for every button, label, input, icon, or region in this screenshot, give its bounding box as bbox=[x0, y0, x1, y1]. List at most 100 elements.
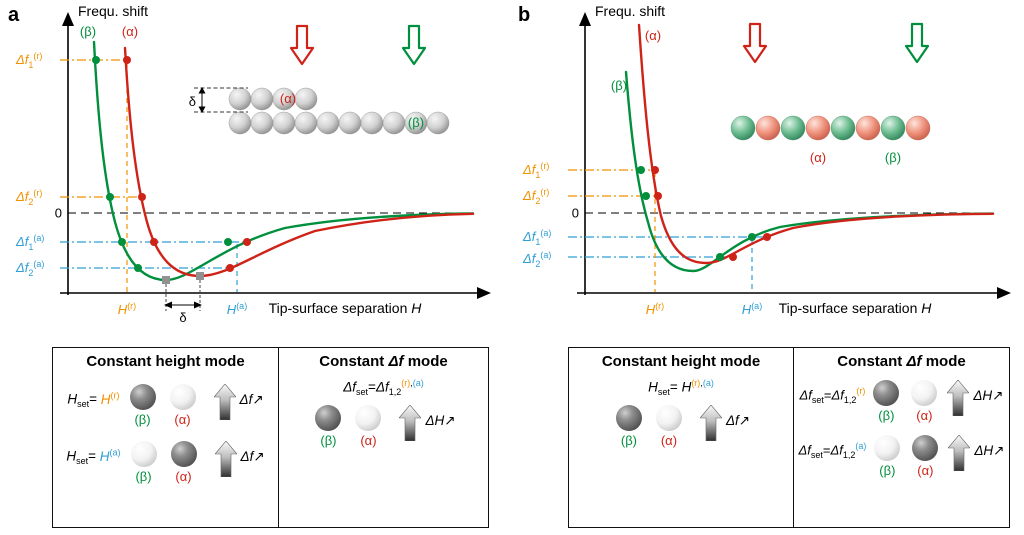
curve-alpha-label: (α) bbox=[645, 28, 661, 43]
zero-label: 0 bbox=[55, 206, 62, 221]
y-axis-label: Frequ. shift bbox=[78, 3, 148, 19]
inset-alpha-label: (α) bbox=[810, 150, 826, 165]
sphere-tag-alpha: (α) bbox=[360, 433, 377, 449]
tip-sphere-alpha: (α) bbox=[167, 441, 201, 484]
atom-chain-top-row bbox=[228, 87, 318, 111]
sphere-dark bbox=[129, 384, 156, 410]
tip-sphere-alpha: (α) bbox=[907, 380, 941, 423]
dfset-label: Δfset=Δf1,2(a) bbox=[798, 441, 867, 460]
df2a-label: Δf2(a) bbox=[522, 250, 551, 269]
constant-height-mode-cell: Constant height mode Hset= H(r) (β) (α) … bbox=[53, 348, 279, 527]
Ha-label: H(a) bbox=[742, 301, 762, 317]
tip-sphere-alpha: (α) bbox=[166, 384, 200, 427]
sphere-tag-alpha: (α) bbox=[175, 469, 192, 484]
box-title: Constant height mode bbox=[601, 353, 761, 370]
panel-b-graph: Frequ. shift Tip-surface separation H 0 … bbox=[522, 3, 1011, 317]
signal-arrow: ΔH↗ bbox=[399, 405, 456, 442]
tip-sphere-beta: (β) bbox=[311, 405, 345, 448]
sphere-tag-beta: (β) bbox=[134, 412, 151, 427]
signal-arrow: ΔH↗ bbox=[948, 435, 1004, 471]
zero-label: 0 bbox=[572, 206, 579, 221]
sphere-tag-alpha: (α) bbox=[660, 433, 678, 449]
panel-a-label: a bbox=[8, 4, 20, 26]
Hr-label: H(r) bbox=[118, 301, 136, 317]
df2a-label: Δf2(a) bbox=[15, 259, 44, 278]
height-mode-row: (β) (α) Δf↗ bbox=[569, 405, 793, 448]
down-arrow-green-icon bbox=[904, 22, 930, 64]
tip-sphere-alpha: (α) bbox=[908, 435, 942, 478]
height-mode-row: Hset= H(a) (β) (α) Δf↗ bbox=[53, 441, 278, 484]
df-mode-row: (β) (α) ΔH↗ bbox=[279, 405, 488, 448]
arrow-label: Δf↗ bbox=[240, 449, 265, 464]
gradient-up-arrow-icon bbox=[699, 405, 722, 442]
y-axis-label: Frequ. shift bbox=[595, 3, 665, 19]
constant-df-mode-cell: Constant Δf mode Δfset=Δf1,2(r),(a) (β) … bbox=[279, 348, 488, 527]
gradient-up-arrow-icon bbox=[214, 441, 237, 477]
arrow-label: ΔH↗ bbox=[425, 413, 456, 429]
arrow-label: ΔH↗ bbox=[973, 388, 1004, 403]
df1r-label: Δf1(r) bbox=[15, 51, 42, 70]
sphere-light bbox=[911, 380, 938, 406]
atom-chain-alternating bbox=[730, 115, 931, 141]
sphere-tag-alpha: (α) bbox=[916, 408, 933, 423]
delta-arrow bbox=[164, 301, 202, 309]
df1a-label: Δf1(a) bbox=[522, 228, 551, 247]
sphere-tag-beta: (β) bbox=[879, 463, 896, 478]
box-title: Constant Δf mode bbox=[319, 353, 448, 370]
df-mode-row: Δfset=Δf1,2(r) (β) (α) ΔH↗ bbox=[794, 380, 1009, 423]
sphere-light bbox=[355, 405, 382, 432]
signal-arrow: ΔH↗ bbox=[947, 380, 1003, 416]
Ha-label: H(a) bbox=[227, 301, 247, 317]
hset-label: Hset= H(r),(a) bbox=[648, 378, 714, 398]
sphere-dark bbox=[170, 441, 197, 467]
sphere-light bbox=[655, 405, 682, 432]
curve-beta-label: (β) bbox=[80, 24, 96, 39]
inset-beta-label: (β) bbox=[408, 115, 424, 130]
constant-df-mode-cell: Constant Δf mode Δfset=Δf1,2(r) (β) (α) … bbox=[794, 348, 1009, 527]
tip-sphere-beta: (β) bbox=[869, 380, 903, 423]
sphere-dark bbox=[615, 405, 642, 432]
x-axis-arrow-icon bbox=[997, 287, 1011, 299]
step-delta-arrow bbox=[198, 87, 206, 113]
x-axis-arrow-icon bbox=[477, 287, 491, 299]
sphere-dark bbox=[912, 435, 939, 461]
df1r-label: Δf1(r) bbox=[522, 161, 549, 180]
x-axis-label: Tip-surface separation H bbox=[269, 300, 423, 316]
surface-step-inset: δ (α) (β) bbox=[189, 24, 450, 135]
setpoint-dots bbox=[92, 56, 251, 272]
gradient-up-arrow-icon bbox=[399, 405, 422, 442]
df-mode-row: Δfset=Δf1,2(a) (β) (α) ΔH↗ bbox=[794, 435, 1009, 478]
down-arrow-red-icon bbox=[742, 22, 768, 64]
sphere-light bbox=[874, 435, 901, 461]
gradient-up-arrow-icon bbox=[213, 384, 236, 420]
df2r-label: Δf2(r) bbox=[522, 187, 549, 206]
sphere-dark bbox=[315, 405, 342, 432]
sphere-dark bbox=[873, 380, 900, 406]
sphere-tag-beta: (β) bbox=[320, 433, 337, 449]
minimum-marker-beta bbox=[162, 276, 170, 284]
tip-sphere-alpha: (α) bbox=[652, 405, 686, 448]
panel-a-modes-box: Constant height mode Hset= H(r) (β) (α) … bbox=[52, 347, 489, 528]
atom-chain-bottom-row bbox=[228, 111, 450, 135]
hset-label: Hset= H(r) bbox=[67, 390, 120, 410]
sphere-light bbox=[169, 384, 196, 410]
Hr-label: H(r) bbox=[646, 301, 664, 317]
down-arrow-green-icon bbox=[401, 24, 427, 66]
arrow-label: ΔH↗ bbox=[974, 443, 1005, 458]
df2r-label: Δf2(r) bbox=[15, 188, 42, 207]
x-axis-label: Tip-surface separation H bbox=[779, 300, 933, 316]
curve-alpha-label: (α) bbox=[122, 24, 138, 39]
delta-label: δ bbox=[179, 310, 186, 325]
arrow-label: Δf↗ bbox=[239, 392, 264, 407]
signal-arrow: Δf↗ bbox=[213, 384, 264, 420]
curve-beta-label: (β) bbox=[611, 78, 627, 93]
setpoint-dots bbox=[637, 166, 771, 261]
curve-alpha bbox=[637, 23, 995, 265]
signal-arrow: Δf↗ bbox=[699, 405, 750, 442]
constant-height-mode-cell: Constant height mode Hset= H(r),(a) (β) … bbox=[569, 348, 794, 527]
tip-sphere-beta: (β) bbox=[127, 441, 161, 484]
signal-arrow: Δf↗ bbox=[214, 441, 265, 477]
alloy-chain-inset: (α) (β) bbox=[730, 22, 931, 165]
inset-alpha-label: (α) bbox=[280, 91, 296, 106]
